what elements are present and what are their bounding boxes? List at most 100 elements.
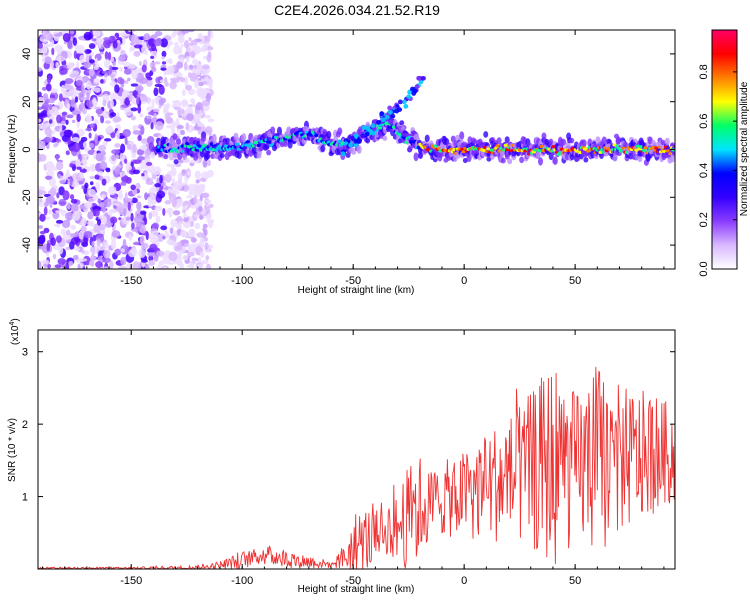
- noise-blob: [120, 143, 126, 154]
- noise-blob: [89, 181, 94, 186]
- noise-blob: [58, 246, 64, 255]
- noise-blob: [144, 263, 150, 269]
- noise-blob: [126, 111, 134, 116]
- noise-blob: [148, 255, 154, 262]
- noise-blob: [149, 243, 158, 252]
- noise-blob: [72, 37, 78, 46]
- noise-blob: [139, 77, 149, 85]
- snr-scale-prefix: (x10: [10, 325, 21, 345]
- noise-blob: [44, 127, 52, 136]
- noise-blob: [176, 124, 184, 130]
- noise-blob: [69, 73, 78, 78]
- noise-blob: [62, 91, 70, 99]
- noise-blob: [55, 138, 62, 143]
- chirp-blob: [376, 119, 381, 125]
- noise-blob: [43, 137, 52, 143]
- band-core: [202, 143, 207, 147]
- noise-blob: [108, 185, 117, 196]
- noise-blob: [129, 46, 134, 53]
- noise-blob: [130, 184, 136, 191]
- noise-blob: [128, 234, 133, 242]
- noise-blob: [120, 248, 125, 253]
- noise-blob: [199, 250, 205, 259]
- noise-blob: [136, 201, 142, 211]
- band-halo: [500, 157, 506, 164]
- chirp-blob: [403, 103, 409, 109]
- noise-blob: [64, 82, 70, 90]
- noise-blob: [61, 120, 66, 125]
- noise-blob: [69, 194, 75, 200]
- noise-blob: [84, 201, 93, 209]
- band-halo: [236, 151, 242, 159]
- noise-blob: [46, 195, 55, 204]
- band-halo: [535, 151, 541, 159]
- noise-blob: [177, 34, 185, 44]
- colorbar: 0.0 0.2 0.4 0.6 0.8 Normalized spectral ampl…: [698, 29, 750, 277]
- noise-blob: [73, 142, 81, 153]
- noise-blob: [112, 60, 116, 67]
- noise-blob: [182, 89, 186, 97]
- band-core: [638, 145, 644, 149]
- noise-blob: [153, 87, 159, 97]
- noise-blob: [70, 203, 79, 213]
- noise-blob: [124, 136, 128, 146]
- snr-scale-exponent: 4: [9, 322, 16, 326]
- band-halo: [664, 137, 670, 146]
- noise-blob: [162, 266, 167, 269]
- noise-blob: [66, 202, 71, 210]
- noise-blob: [122, 129, 131, 138]
- noise-blob: [153, 38, 162, 47]
- noise-blob: [74, 96, 79, 103]
- noise-blob: [166, 163, 172, 167]
- noise-blob: [56, 114, 62, 124]
- noise-blob: [38, 42, 44, 49]
- noise-blob: [135, 210, 141, 214]
- chirp-blob: [384, 114, 390, 120]
- noise-blob: [58, 31, 63, 37]
- band-halo: [322, 129, 328, 136]
- noise-blob: [183, 217, 189, 223]
- noise-blob: [99, 223, 106, 231]
- noise-blob: [150, 122, 154, 130]
- noise-blob: [176, 76, 181, 81]
- noise-blob: [139, 235, 145, 245]
- noise-blob: [183, 61, 188, 71]
- noise-blob: [166, 207, 174, 215]
- noise-blob: [204, 199, 212, 204]
- noise-blob: [205, 263, 212, 269]
- noise-blob: [177, 249, 183, 259]
- noise-blob: [205, 92, 212, 102]
- noise-blob: [179, 77, 186, 83]
- band-halo: [219, 152, 225, 159]
- noise-blob: [137, 148, 145, 156]
- noise-blob: [91, 241, 95, 247]
- noise-blob: [110, 92, 118, 102]
- noise-blob: [116, 130, 120, 140]
- band-halo: [326, 130, 332, 139]
- noise-blob: [101, 70, 110, 74]
- noise-blob: [169, 80, 177, 90]
- noise-blob: [119, 66, 123, 72]
- noise-blob: [201, 44, 208, 51]
- band-halo: [356, 145, 362, 154]
- noise-blob: [204, 125, 213, 135]
- chirp-blob: [414, 84, 420, 90]
- band-halo: [424, 134, 430, 143]
- band-halo: [266, 149, 272, 156]
- band-halo: [519, 156, 525, 164]
- noise-blob: [130, 107, 138, 112]
- noise-blob: [88, 132, 92, 139]
- noise-blob: [145, 181, 155, 185]
- noise-blob: [133, 44, 143, 49]
- noise-blob: [133, 125, 138, 130]
- noise-blob: [154, 121, 164, 131]
- band-halo: [496, 137, 502, 145]
- noise-blob: [133, 50, 141, 57]
- noise-blob: [46, 242, 51, 252]
- noise-blob: [38, 106, 43, 111]
- noise-blob: [164, 173, 172, 183]
- noise-blob: [139, 144, 148, 151]
- noise-blob: [60, 56, 65, 62]
- noise-blob: [207, 30, 211, 38]
- noise-blob: [95, 152, 104, 162]
